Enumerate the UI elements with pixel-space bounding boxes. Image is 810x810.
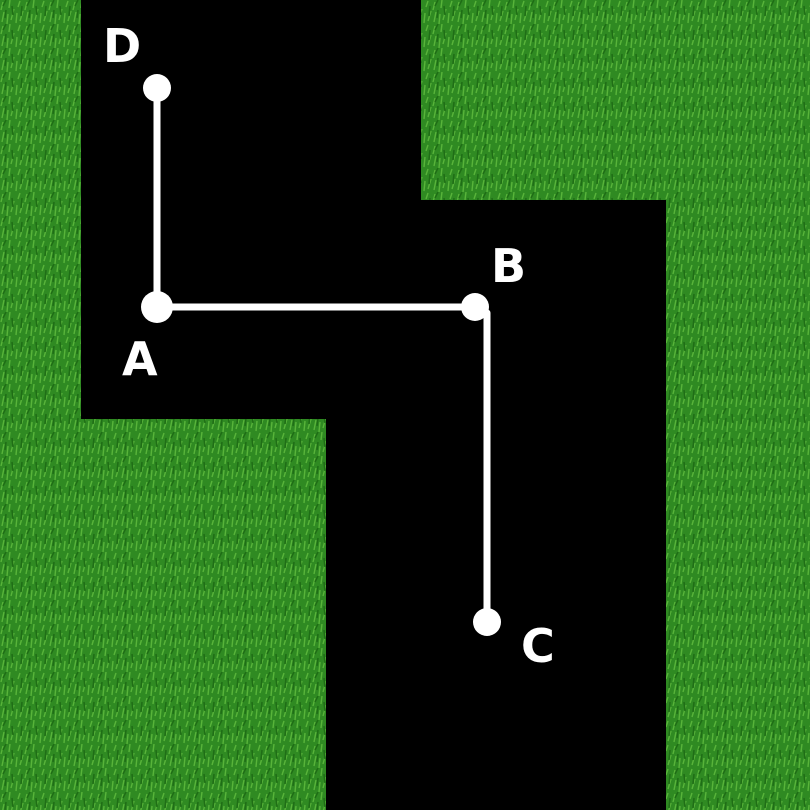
road-area bbox=[81, 0, 666, 810]
point-d-label: D bbox=[103, 19, 141, 73]
point-c-marker bbox=[473, 608, 501, 636]
point-b-label: B bbox=[491, 239, 526, 293]
point-b-marker bbox=[461, 293, 489, 321]
point-c-label: C bbox=[521, 619, 555, 673]
point-d-marker bbox=[143, 74, 171, 102]
point-a-marker bbox=[141, 291, 173, 323]
point-a-label: A bbox=[122, 332, 158, 386]
